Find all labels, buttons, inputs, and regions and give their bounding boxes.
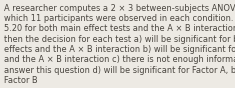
Text: A researcher computes a 2 × 3 between-subjects ANOVA test in: A researcher computes a 2 × 3 between-su…: [4, 4, 235, 12]
Text: Factor B: Factor B: [4, 76, 38, 85]
Text: then the decision for each test a) will be significant for both main: then the decision for each test a) will …: [4, 35, 235, 44]
Text: and the A × B interaction c) there is not enough information to: and the A × B interaction c) there is no…: [4, 55, 235, 64]
Text: which 11 participants were observed in each condition. If F =: which 11 participants were observed in e…: [4, 14, 235, 23]
Text: effects and the A × B interaction b) will be significant for Factor B: effects and the A × B interaction b) wil…: [4, 45, 235, 54]
Text: answer this question d) will be significant for Factor A, but not: answer this question d) will be signific…: [4, 66, 235, 75]
Text: 5.20 for both main effect tests and the A × B interaction test,: 5.20 for both main effect tests and the …: [4, 24, 235, 33]
